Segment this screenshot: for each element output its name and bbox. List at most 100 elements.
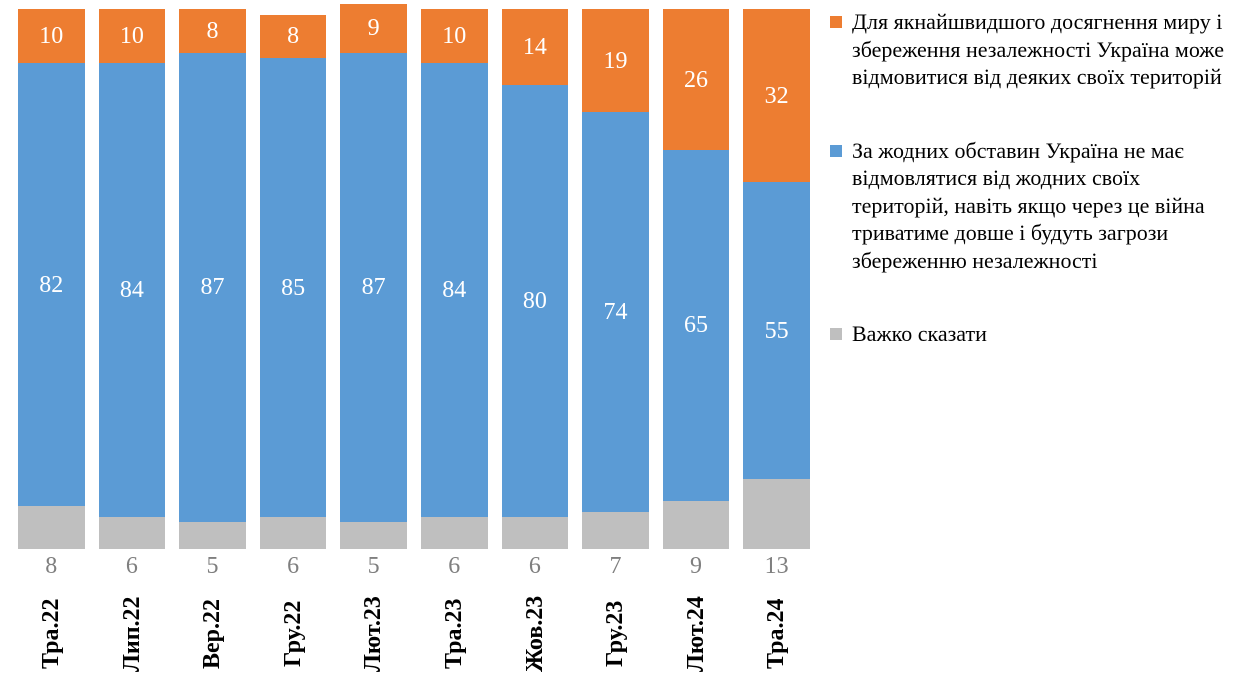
segment-gray <box>260 517 327 549</box>
segment-gray <box>18 506 85 549</box>
bar-column: 8 87 5 <box>179 4 246 581</box>
bar-stack: 8 85 <box>260 4 327 549</box>
legend-item: Для якнайшвидшого досягнення миру і збер… <box>830 8 1224 91</box>
segment-gray <box>340 522 407 549</box>
x-axis-label: Лют.23 <box>340 589 407 679</box>
segment-gray <box>743 479 810 549</box>
bar-stack: 1974 <box>582 4 649 549</box>
segment-blue: 74 <box>582 112 649 512</box>
value-label-gray: 5 <box>340 553 407 581</box>
segment-blue: 65 <box>663 150 730 501</box>
x-axis-label: Лют.24 <box>663 589 730 679</box>
value-label: 19 <box>603 49 627 73</box>
segment-blue: 82 <box>18 63 85 506</box>
x-axis-label: Тра.24 <box>743 589 810 679</box>
value-label: 10 <box>120 24 144 48</box>
value-label: 9 <box>368 16 380 40</box>
legend-item: Важко сказати <box>830 320 1224 348</box>
bar-stack: 26 65 <box>663 4 730 549</box>
segment-gray <box>99 517 166 549</box>
x-axis-label: Гру.23 <box>582 589 649 679</box>
segment-orange: 8 <box>179 9 246 52</box>
segment-orange: 14 <box>502 9 569 85</box>
value-label: 32 <box>765 84 789 108</box>
bar-column: 9 87 5 <box>340 4 407 581</box>
bar-stack: 10 82 <box>18 4 85 549</box>
value-label: 10 <box>39 24 63 48</box>
segment-blue: 84 <box>421 63 488 517</box>
segment-orange: 9 <box>340 4 407 53</box>
x-axis-label: Вер.22 <box>179 589 246 679</box>
value-label: 87 <box>362 275 386 299</box>
legend-swatch <box>830 328 842 340</box>
value-label-gray: 6 <box>99 553 166 581</box>
segment-blue: 80 <box>502 85 569 517</box>
segment-blue: 85 <box>260 58 327 517</box>
x-axis: Тра.22Лип.22Вер.22Гру.22Лют.23Тра.23Жов.… <box>10 589 810 679</box>
legend-text: За жодних обставин Україна не має відмов… <box>852 137 1224 275</box>
value-label-gray: 6 <box>502 553 569 581</box>
value-label: 82 <box>39 273 63 297</box>
segment-orange: 10 <box>421 9 488 63</box>
value-label: 10 <box>442 24 466 48</box>
bar-stack: 3255 <box>743 4 810 549</box>
bar-stack: 14 80 <box>502 4 569 549</box>
segment-blue: 87 <box>340 53 407 523</box>
legend: Для якнайшвидшого досягнення миру і збер… <box>810 4 1234 672</box>
bar-stack: 8 87 <box>179 4 246 549</box>
value-label: 8 <box>287 24 299 48</box>
segment-orange: 19 <box>582 9 649 112</box>
segment-gray <box>179 522 246 549</box>
x-axis-label: Гру.22 <box>260 589 327 679</box>
bar-column: 14 80 6 <box>502 4 569 581</box>
value-label-gray: 7 <box>582 553 649 581</box>
segment-orange: 10 <box>18 9 85 63</box>
bar-column: 19747 <box>582 4 649 581</box>
bar-column: 26 65 9 <box>663 4 730 581</box>
x-axis-label: Лип.22 <box>99 589 166 679</box>
bar-column: 10 84 6 <box>421 4 488 581</box>
value-label-gray: 13 <box>743 553 810 581</box>
legend-swatch <box>830 145 842 157</box>
value-label: 65 <box>684 313 708 337</box>
legend-swatch <box>830 16 842 28</box>
value-label-gray: 8 <box>18 553 85 581</box>
value-label: 84 <box>120 278 144 302</box>
segment-orange: 32 <box>743 9 810 182</box>
value-label-gray: 9 <box>663 553 730 581</box>
bar-column: 10 84 6 <box>99 4 166 581</box>
bar-column: 10 82 8 <box>18 4 85 581</box>
bars-region: 1082810846887588569875108461480619747266… <box>10 4 810 581</box>
segment-orange: 8 <box>260 15 327 58</box>
value-label: 14 <box>523 35 547 59</box>
segment-blue: 84 <box>99 63 166 517</box>
value-label: 87 <box>200 275 224 299</box>
segment-blue: 87 <box>179 53 246 523</box>
chart-plot-area: 1082810846887588569875108461480619747266… <box>10 4 810 672</box>
value-label-gray: 6 <box>260 553 327 581</box>
bar-column: 8 85 6 <box>260 4 327 581</box>
value-label: 80 <box>523 289 547 313</box>
segment-gray <box>421 517 488 549</box>
segment-orange: 10 <box>99 9 166 63</box>
value-label: 85 <box>281 276 305 300</box>
segment-gray <box>663 501 730 550</box>
legend-item: За жодних обставин Україна не має відмов… <box>830 137 1224 275</box>
legend-text: Важко сказати <box>852 320 1224 348</box>
legend-text: Для якнайшвидшого досягнення миру і збер… <box>852 8 1224 91</box>
bar-stack: 10 84 <box>99 4 166 549</box>
value-label-gray: 6 <box>421 553 488 581</box>
segment-gray <box>582 512 649 550</box>
x-axis-label: Тра.23 <box>421 589 488 679</box>
value-label: 26 <box>684 68 708 92</box>
bar-stack: 10 84 <box>421 4 488 549</box>
value-label: 8 <box>206 19 218 43</box>
value-label-gray: 5 <box>179 553 246 581</box>
segment-orange: 26 <box>663 9 730 149</box>
value-label: 84 <box>442 278 466 302</box>
value-label: 74 <box>603 300 627 324</box>
chart-container: 1082810846887588569875108461480619747266… <box>0 0 1244 682</box>
segment-gray <box>502 517 569 549</box>
x-axis-label: Тра.22 <box>18 589 85 679</box>
x-axis-label: Жов.23 <box>502 589 569 679</box>
